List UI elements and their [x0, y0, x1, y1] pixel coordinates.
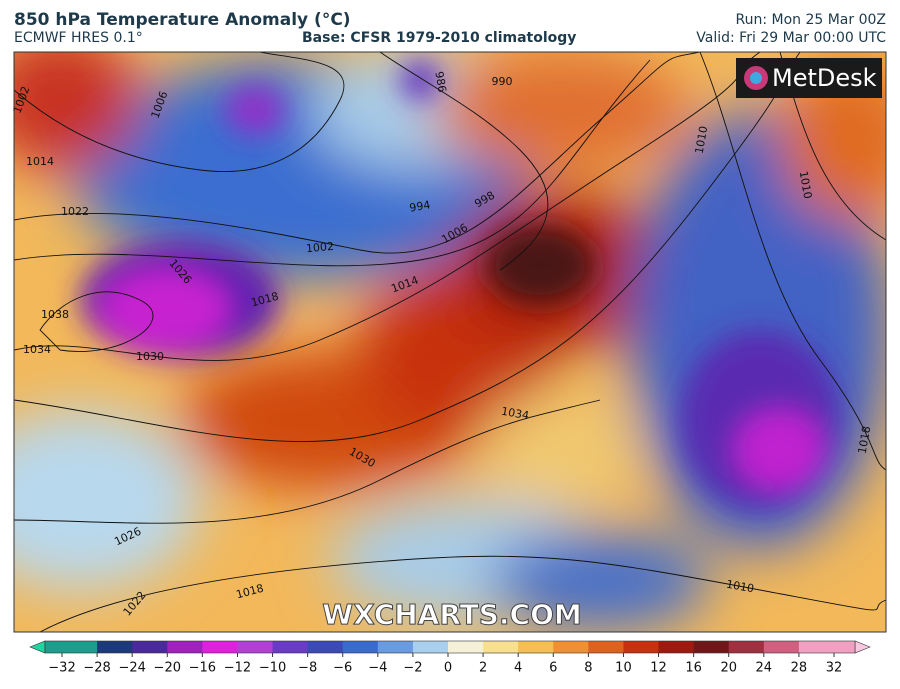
isobar-label: 1014 [26, 155, 54, 168]
isobars [14, 52, 886, 632]
isobar-label: 1018 [856, 425, 874, 455]
isobar-label: 1010 [693, 125, 711, 155]
colorbar-segment [518, 641, 554, 653]
colorbar-segment [62, 641, 98, 653]
colorbar-label: −6 [333, 661, 352, 676]
colorbar-label: −10 [259, 661, 286, 676]
colorbar-segment [448, 641, 484, 653]
colorbar-label: 10 [615, 661, 632, 676]
colorbar-segment [412, 641, 449, 653]
base: Base: CFSR 1979-2010 climatology [302, 30, 577, 46]
colorbar-segment [798, 641, 835, 653]
colorbar-label: 2 [479, 661, 487, 676]
colorbar-label: 12 [650, 661, 667, 676]
watermark: WXCHARTS.COM [322, 598, 582, 631]
colorbar-segment [132, 641, 168, 653]
colorbar-segment [45, 641, 62, 653]
colorbar-label: 16 [685, 661, 702, 676]
colorbar-label: 0 [444, 661, 452, 676]
colorbar-label: 20 [720, 661, 737, 676]
colorbar-label: −32 [48, 661, 75, 676]
colorbar-segment [623, 641, 660, 653]
colorbar-segment [588, 641, 624, 653]
colorbar-label: 28 [791, 661, 808, 676]
colorbar-label: −28 [83, 661, 110, 676]
colorbar-label: 32 [826, 661, 843, 676]
run: Run: Mon 25 Mar 00Z [735, 12, 886, 28]
colorbar-segment [728, 641, 765, 653]
valid: Valid: Fri 29 Mar 00:00 UTC [696, 30, 886, 46]
colorbar-segment [483, 641, 519, 653]
colorbar-segment [763, 641, 800, 653]
colorbar-segment [202, 641, 238, 653]
colorbar-segment [342, 641, 379, 653]
isobar-label: 1038 [41, 308, 69, 321]
colorbar-segment [658, 641, 695, 653]
isobar-label: 986 [432, 70, 448, 93]
isobar-label: 990 [492, 75, 513, 88]
isobar-label: 1002 [305, 240, 334, 255]
colorbar-label: −4 [368, 661, 387, 676]
colorbar-label: −12 [224, 661, 251, 676]
colorbar-label: 4 [514, 661, 522, 676]
colorbar-label: 24 [756, 661, 773, 676]
colorbar-label: −20 [154, 661, 181, 676]
logo: MetDesk [772, 64, 877, 92]
isobar-label: 1034 [23, 343, 51, 356]
colorbar-segment [272, 641, 309, 653]
colorbar-label: −24 [118, 661, 145, 676]
colorbar-segment [97, 641, 133, 653]
colorbar-frame [44, 640, 856, 654]
colorbar-segment [377, 641, 414, 653]
colorbar-segment [693, 641, 730, 653]
colorbar-segment [167, 641, 203, 653]
colorbar-label: 8 [584, 661, 592, 676]
colorbar-label: −16 [189, 661, 216, 676]
title: 850 hPa Temperature Anomaly (°C) [14, 10, 351, 30]
colorbar-segment [834, 641, 855, 653]
isobar-label: 1010 [725, 578, 755, 596]
isobar-label: 1022 [61, 205, 89, 218]
colorbar-segment [307, 641, 344, 653]
model: ECMWF HRES 0.1° [14, 30, 143, 46]
anomaly-field [14, 52, 886, 632]
colorbar-label: 6 [549, 661, 557, 676]
colorbar-label: −8 [298, 661, 317, 676]
colorbar-label: −2 [403, 661, 422, 676]
colorbar-segment [553, 641, 589, 653]
isobar-label: 994 [408, 198, 431, 214]
colorbar-segment [237, 641, 274, 653]
isobar-label: 1010 [797, 170, 815, 200]
isobar-label: 1034 [500, 405, 530, 423]
isobar-label: 1030 [136, 350, 164, 363]
